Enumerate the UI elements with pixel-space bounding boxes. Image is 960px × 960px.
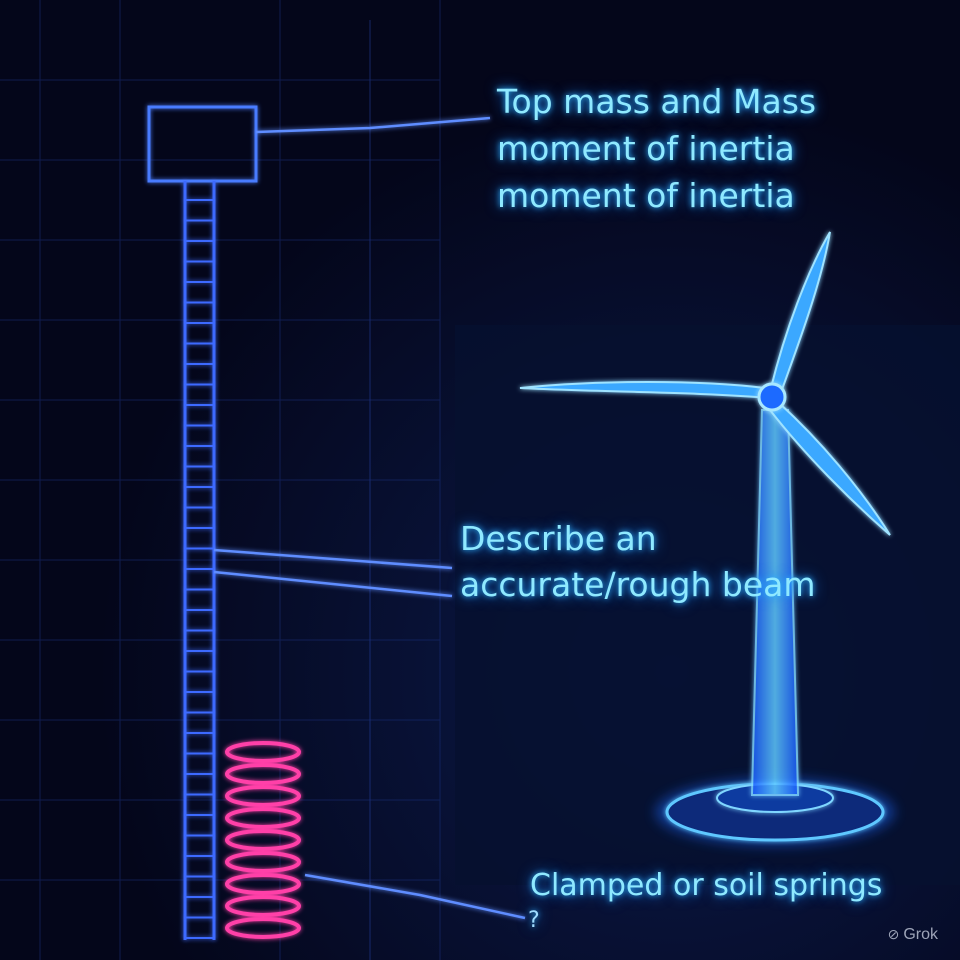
- grok-logo-icon: ⊘: [887, 926, 900, 942]
- background-grid: [0, 0, 441, 960]
- spring-coil: [225, 851, 301, 873]
- spring-coil: [225, 917, 301, 939]
- turbine-blade-top: [768, 231, 831, 397]
- spring-coil: [225, 807, 301, 829]
- spring-coil: [225, 895, 301, 917]
- top-mass-label-line-1: Top mass and Mass: [497, 82, 817, 121]
- leader-lines: [213, 116, 526, 920]
- leader-top-mass: [255, 116, 491, 134]
- spring-coil: [225, 785, 301, 807]
- turbine-blade-right: [768, 400, 891, 536]
- top-mass-label-line-2: moment of inertia: [497, 129, 795, 168]
- question-mark: ?: [528, 908, 540, 933]
- beam-label-line-2: accurate/rough beam: [460, 565, 816, 604]
- beam-rungs: [185, 199, 214, 939]
- beam-tower: [183, 181, 216, 940]
- wind-turbine: [519, 231, 895, 846]
- soil-spring: [225, 741, 301, 939]
- watermark-text: Grok: [903, 926, 938, 943]
- spring-coil: [225, 741, 301, 763]
- turbine-blade-left: [519, 381, 772, 400]
- spring-coil: [225, 829, 301, 851]
- leader-beam-1: [213, 548, 453, 570]
- leader-foundation: [304, 873, 526, 920]
- top-mass-box: [147, 105, 258, 183]
- beam-label: Describe an accurate/rough beam: [460, 516, 816, 608]
- foundation-label: Clamped or soil springs: [530, 868, 883, 903]
- turbine-hub: [757, 382, 787, 412]
- top-mass-label: Top mass and Mass moment of inertia mome…: [497, 78, 816, 219]
- top-mass-label-line-3: moment of inertia: [497, 176, 795, 215]
- leader-beam-2: [213, 570, 453, 598]
- beam-label-line-1: Describe an: [460, 519, 657, 558]
- spring-coil: [225, 873, 301, 895]
- spring-coil: [225, 763, 301, 785]
- watermark: ⊘ Grok: [888, 926, 938, 944]
